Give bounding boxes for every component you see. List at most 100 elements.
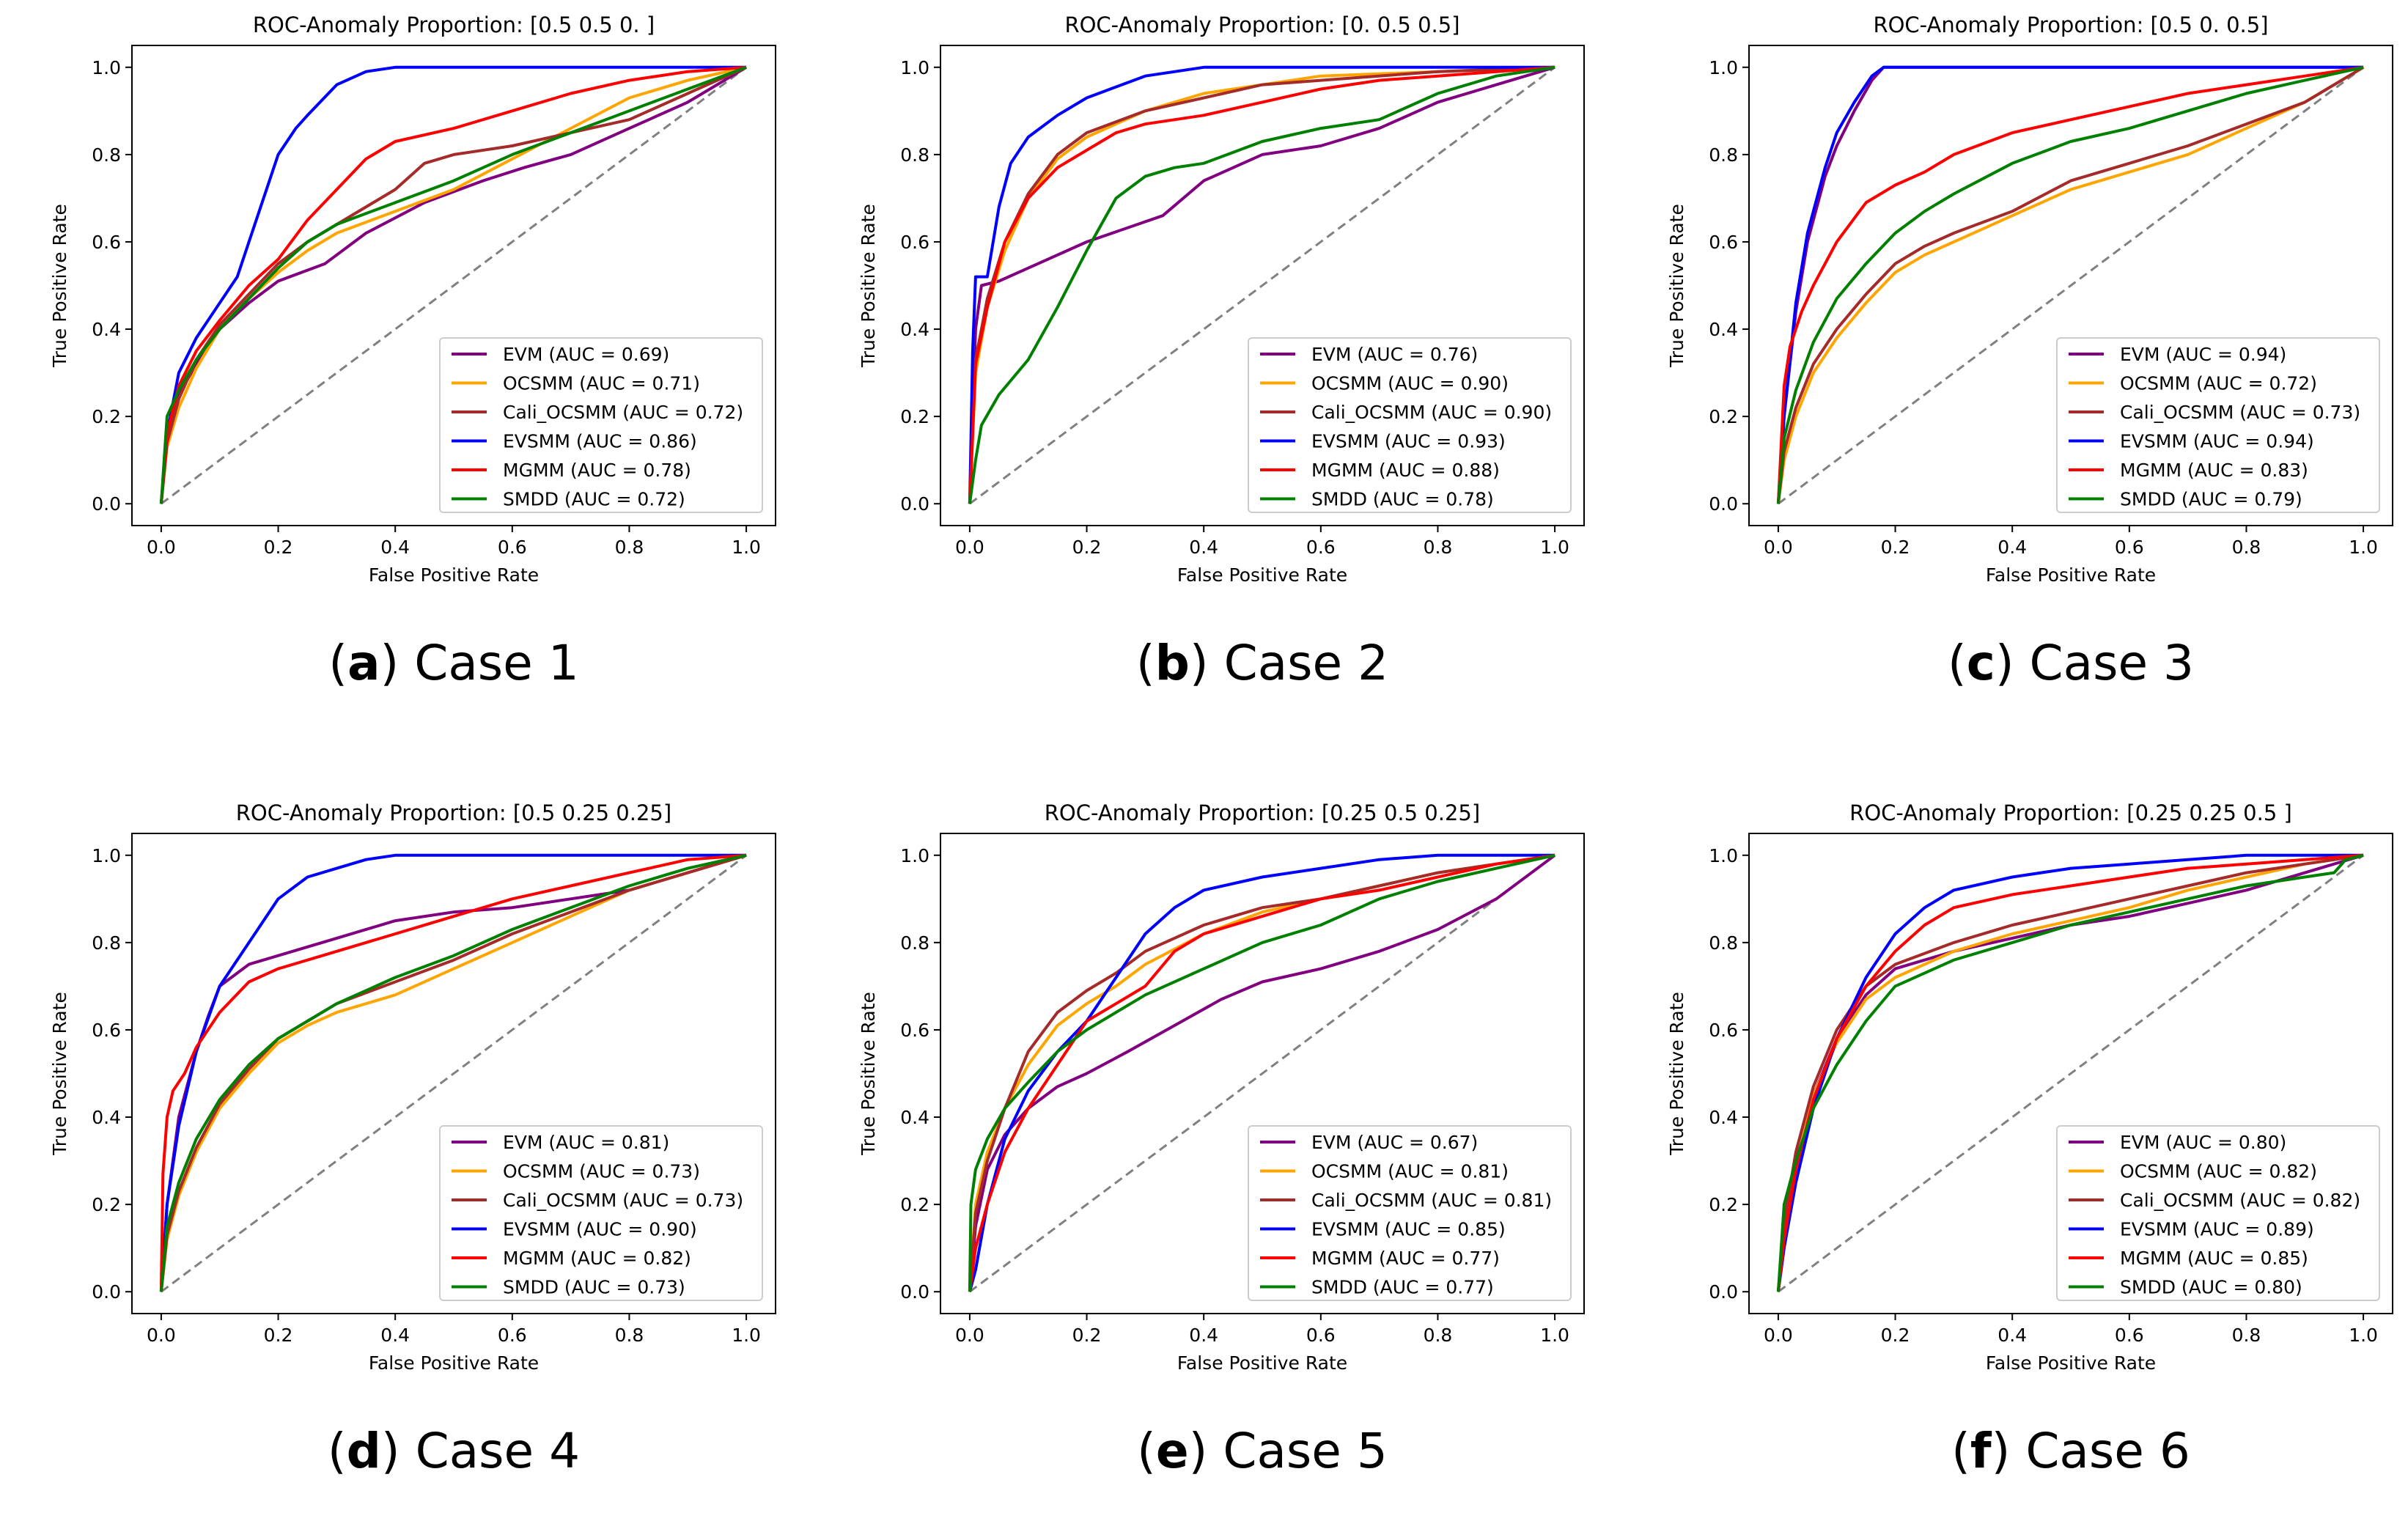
series-line-ocsmm — [1776, 66, 2365, 504]
series-line-cali-ocsmm — [968, 65, 1555, 504]
legend-label: SMDD (AUC = 0.72) — [503, 489, 685, 510]
series-line-cali-ocsmm — [968, 853, 1555, 1292]
legend-label: OCSMM (AUC = 0.72) — [2120, 373, 2317, 394]
y-tick-label: 1.0 — [92, 845, 121, 866]
y-tick-label: 0.6 — [900, 1020, 929, 1041]
caption-letter: f — [1970, 1423, 1992, 1479]
legend-box — [2056, 1125, 2380, 1301]
legend-label: EVM (AUC = 0.94) — [2120, 344, 2286, 365]
x-tick-label: 0.6 — [1306, 537, 1336, 558]
x-tick-label: 0.0 — [1764, 537, 1793, 558]
chart-title: ROC-Anomaly Proportion: [0.25 0.25 0.5 ] — [1849, 800, 2292, 825]
x-tick-label: 0.8 — [1424, 1325, 1453, 1346]
legend: EVM (AUC = 0.69) OCSMM (AUC = 0.71) Cali_O… — [439, 337, 763, 513]
y-tick-label: 0.4 — [900, 319, 929, 340]
panel-caption: (d) Case 4 — [328, 1423, 580, 1479]
series-line-ocsmm — [159, 853, 747, 1292]
y-tick-label: 0.6 — [1709, 1020, 1738, 1041]
axes-frame — [1748, 833, 2393, 1314]
legend-label: EVM (AUC = 0.76) — [1311, 344, 1478, 365]
x-axis-label: False Positive Rate — [1177, 564, 1347, 586]
diagonal-reference-line — [161, 66, 747, 505]
y-tick-label: 0.8 — [92, 144, 121, 166]
legend-label: OCSMM (AUC = 0.73) — [503, 1161, 700, 1182]
y-tick-label: 1.0 — [1709, 845, 1738, 866]
legend-label: EVSMM (AUC = 0.93) — [1311, 431, 1506, 452]
legend-label: EVSMM (AUC = 0.90) — [503, 1219, 697, 1240]
legend-label: MGMM (AUC = 0.78) — [503, 460, 691, 481]
diagonal-reference-line — [161, 854, 747, 1293]
diagonal-reference-line — [969, 854, 1555, 1293]
series-line-ocsmm — [159, 65, 747, 504]
series-line-mgmm — [968, 853, 1555, 1292]
legend-box — [439, 1125, 763, 1301]
caption-text: Case 6 — [2010, 1423, 2190, 1479]
diagonal-reference-line — [1778, 854, 2364, 1293]
chart-title: ROC-Anomaly Proportion: [0.5 0.25 0.25] — [236, 800, 671, 825]
series-line-cali-ocsmm — [1776, 853, 2364, 1292]
x-tick-label: 0.8 — [2232, 1325, 2261, 1346]
legend: EVM (AUC = 0.76) OCSMM (AUC = 0.90) Cali_O… — [1248, 337, 1572, 513]
x-tick-label: 0.2 — [1072, 1325, 1102, 1346]
y-tick-label: 0.8 — [1709, 144, 1738, 166]
x-tick-label: 0.4 — [1189, 537, 1218, 558]
chart-title: ROC-Anomaly Proportion: [0.25 0.5 0.25] — [1045, 800, 1480, 825]
legend-label: OCSMM (AUC = 0.82) — [2120, 1161, 2317, 1182]
x-tick-label: 0.4 — [1998, 1325, 2027, 1346]
caption-letter: d — [347, 1423, 381, 1479]
y-tick-label: 1.0 — [900, 57, 929, 78]
y-tick-label: 0.8 — [1709, 932, 1738, 954]
y-tick-label: 0.0 — [900, 1281, 929, 1303]
x-tick-label: 0.2 — [1881, 537, 1910, 558]
legend-label: EVM (AUC = 0.69) — [503, 344, 669, 365]
series-line-evsmm — [968, 65, 1555, 504]
legend-label: EVSMM (AUC = 0.86) — [503, 431, 697, 452]
series-line-smdd — [159, 65, 747, 504]
legend-label: Cali_OCSMM (AUC = 0.81) — [1311, 1190, 1552, 1211]
x-tick-label: 0.2 — [1881, 1325, 1910, 1346]
legend-label: SMDD (AUC = 0.78) — [1311, 489, 1494, 510]
y-axis-label: True Positive Rate — [858, 992, 879, 1156]
x-tick-label: 0.0 — [147, 1325, 176, 1346]
chart-panel-e: ROC-Anomaly Proportion: [0.25 0.5 0.25] 0… — [858, 800, 1585, 1479]
x-tick-label: 0.4 — [1998, 537, 2027, 558]
legend: EVM (AUC = 0.81) OCSMM (AUC = 0.73) Cali_O… — [439, 1125, 763, 1301]
legend-label: Cali_OCSMM (AUC = 0.73) — [2120, 402, 2360, 423]
y-tick-label: 0.4 — [92, 319, 121, 340]
y-tick-label: 0.2 — [900, 406, 929, 427]
series-line-evsmm — [968, 853, 1555, 1292]
x-tick-label: 0.2 — [264, 1325, 293, 1346]
y-tick-label: 0.0 — [92, 1281, 121, 1303]
caption-text: Case 4 — [400, 1423, 580, 1479]
legend-label: MGMM (AUC = 0.85) — [2120, 1248, 2308, 1269]
y-tick-label: 0.8 — [900, 144, 929, 166]
legend-box — [2056, 337, 2380, 513]
legend-label: SMDD (AUC = 0.77) — [1311, 1277, 1494, 1298]
x-axis-label: False Positive Rate — [1986, 1352, 2156, 1374]
legend-label: MGMM (AUC = 0.77) — [1311, 1248, 1500, 1269]
legend-label: EVM (AUC = 0.81) — [503, 1132, 669, 1153]
series-line-evm — [968, 854, 1556, 1292]
series-line-mgmm — [1776, 65, 2364, 504]
x-tick-label: 0.8 — [615, 537, 644, 558]
x-tick-label: 0.4 — [380, 537, 410, 558]
axes-frame — [1748, 45, 2393, 526]
chart-title: ROC-Anomaly Proportion: [0.5 0.5 0. ] — [253, 12, 655, 37]
legend-label: OCSMM (AUC = 0.71) — [503, 373, 700, 394]
chart-panel-b: ROC-Anomaly Proportion: [0. 0.5 0.5] 0.0 0… — [858, 12, 1585, 691]
y-axis-label: True Positive Rate — [1666, 204, 1687, 368]
legend: EVM (AUC = 0.94) OCSMM (AUC = 0.72) Cali_O… — [2056, 337, 2380, 513]
legend-label: EVSMM (AUC = 0.94) — [2120, 431, 2314, 452]
legend-label: OCSMM (AUC = 0.81) — [1311, 1161, 1509, 1182]
caption-text: Case 5 — [1207, 1423, 1387, 1479]
x-tick-label: 0.8 — [1424, 537, 1453, 558]
y-tick-label: 0.2 — [92, 406, 121, 427]
x-tick-label: 1.0 — [732, 537, 761, 558]
caption-letter: c — [1967, 635, 1995, 691]
legend-box — [439, 337, 763, 513]
caption-letter: b — [1155, 635, 1190, 691]
series-line-evsmm — [1776, 853, 2364, 1292]
x-tick-label: 1.0 — [1540, 1325, 1569, 1346]
x-tick-label: 0.2 — [264, 537, 293, 558]
x-axis-label: False Positive Rate — [1986, 564, 2156, 586]
